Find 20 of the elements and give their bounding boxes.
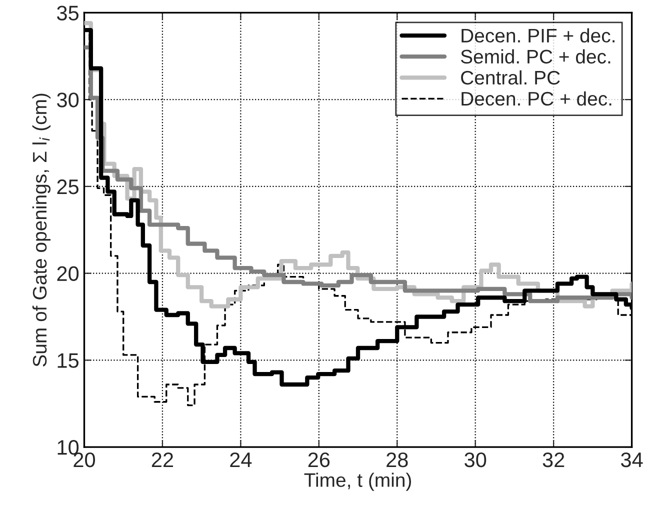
x-tick-label: 22 [152,452,174,467]
x-tick-label: 34 [621,452,643,468]
y-axis-title: Sum of Gate openings, Σ l$_{i}$ (cm) [32,94,50,366]
x-tick-label: 30 [464,452,486,468]
x-tick-label: 24 [230,452,252,467]
y-tick-label: 10 [58,440,79,455]
legend-label: Central. PC [461,70,560,85]
x-axis-title: Time, t (min) [304,472,411,491]
y-tick-label: 20 [57,266,79,282]
legend-label: Decen. PIF + dec. [462,28,614,43]
legend-label: Semid. PC + dec. [460,49,610,64]
x-tick-label: 20 [74,452,96,468]
y-tick-label: 15 [58,353,79,368]
y-tick-label: 30 [57,92,79,108]
legend-label: Decen. PC + dec. [462,91,612,106]
x-tick-label: 28 [386,452,408,468]
x-tick-label: 32 [542,452,564,468]
x-tick-label: 26 [308,452,330,468]
y-tick-label: 25 [57,179,79,194]
y-tick-label: 35 [57,6,79,20]
